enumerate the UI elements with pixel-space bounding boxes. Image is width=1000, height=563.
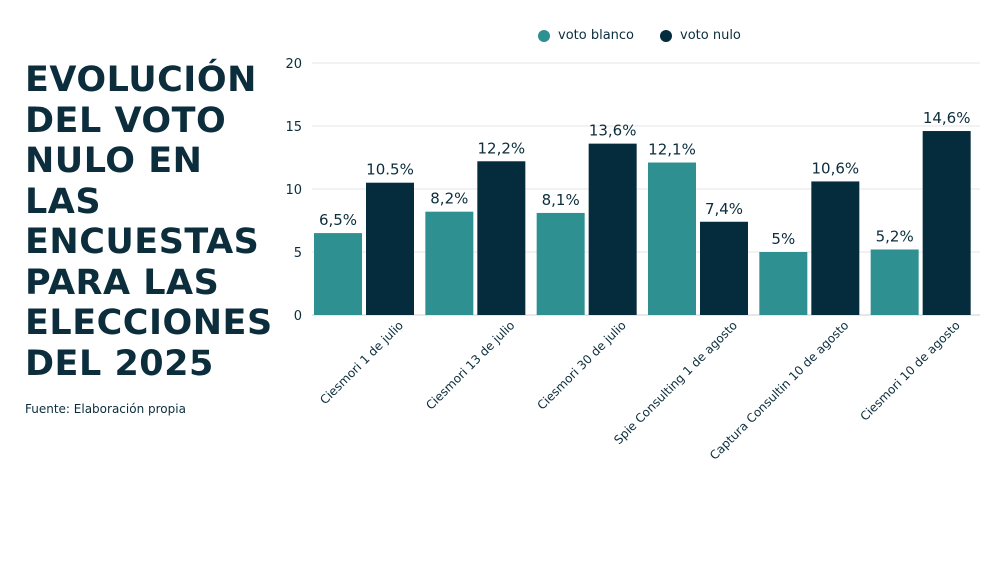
data-label: 13,6%	[589, 122, 637, 140]
x-tick-label: Captura Consultin 10 de agosto	[707, 318, 851, 462]
bar-voto-blanco	[536, 212, 585, 315]
bar-voto-nulo	[366, 182, 414, 315]
bar-voto-nulo	[588, 143, 637, 315]
bar-voto-nulo	[477, 161, 526, 315]
data-label: 6,5%	[319, 211, 357, 229]
legend-label-voto-blanco: voto blanco	[558, 28, 635, 43]
y-tick-label: 10	[285, 183, 302, 198]
x-tick-label: Ciesmori 10 de agosto	[857, 318, 962, 423]
x-tick-label: Ciesmori 1 de julio	[317, 318, 406, 407]
data-label: 5%	[771, 230, 795, 248]
legend-item-voto-nulo: voto nulo	[660, 28, 741, 43]
bar-voto-nulo	[700, 221, 748, 315]
legend-swatch-voto-nulo	[660, 29, 673, 42]
legend-item-voto-blanco: voto blanco	[538, 28, 634, 43]
data-label: 8,2%	[430, 190, 468, 208]
data-label: 7,4%	[705, 200, 743, 218]
legend-swatch-voto-blanco	[538, 29, 550, 42]
data-label: 10.5%	[366, 161, 414, 179]
bar-voto-blanco	[648, 162, 696, 315]
data-label: 8,1%	[542, 191, 580, 209]
bar-voto-blanco	[759, 252, 808, 315]
bar-voto-nulo	[922, 131, 971, 315]
bar-voto-blanco	[425, 211, 474, 315]
bar-voto-nulo	[811, 181, 860, 315]
x-tick-label: Ciesmori 30 de julio	[535, 318, 629, 412]
bar-voto-blanco	[870, 249, 919, 315]
y-tick-label: 20	[285, 57, 302, 72]
y-tick-label: 15	[285, 120, 302, 135]
y-tick-label: 5	[294, 246, 302, 261]
data-label: 10,6%	[812, 159, 860, 177]
bar-voto-blanco	[314, 233, 362, 315]
source-note: Fuente: Elaboración propia	[25, 402, 186, 416]
chart-title: EVOLUCIÓN DEL VOTO NULO EN LAS ENCUESTAS…	[25, 60, 273, 384]
title-block: EVOLUCIÓN DEL VOTO NULO EN LAS ENCUESTAS…	[25, 60, 275, 384]
x-tick-label: Spie Consulting 1 de agosto	[611, 318, 740, 447]
y-tick-label: 0	[294, 309, 302, 324]
legend: voto blanco voto nulo	[538, 28, 741, 43]
legend-label-voto-nulo: voto nulo	[680, 28, 741, 43]
data-label: 12,1%	[648, 141, 696, 159]
x-tick-label: Ciesmori 13 de julio	[423, 318, 517, 412]
data-label: 12,2%	[478, 139, 526, 157]
data-label: 5,2%	[876, 227, 914, 245]
data-label: 14,6%	[923, 109, 971, 127]
